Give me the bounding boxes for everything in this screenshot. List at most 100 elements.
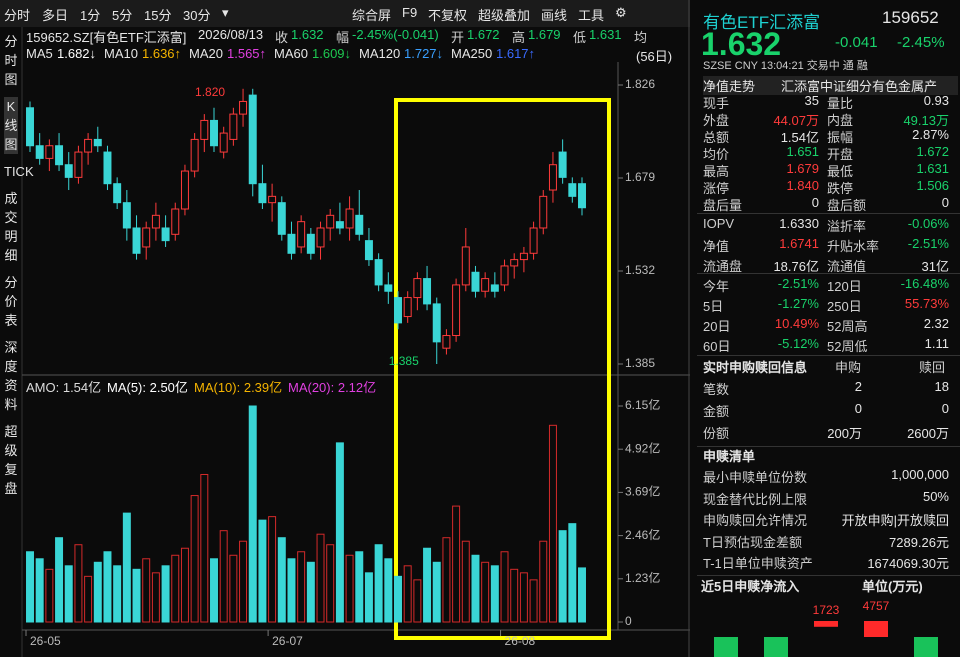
candle-body bbox=[151, 214, 160, 229]
field-label: 今年 bbox=[703, 279, 730, 294]
candle-body bbox=[93, 138, 102, 147]
volume-bar bbox=[578, 567, 586, 623]
candle-body bbox=[510, 259, 519, 267]
candle-body bbox=[268, 195, 277, 204]
candle-body bbox=[210, 119, 218, 147]
candle-body bbox=[355, 214, 364, 235]
field-value: 1674069.30元 bbox=[867, 556, 949, 571]
field-label: 跌停 bbox=[827, 181, 854, 196]
volume-bar bbox=[345, 554, 354, 623]
field-label: 最高 bbox=[703, 164, 730, 179]
toolbar-button[interactable]: ▾ bbox=[222, 5, 229, 20]
toolbar-button[interactable]: F9 bbox=[402, 5, 418, 20]
side-tab[interactable]: K线图 bbox=[4, 97, 18, 154]
x-tick-label: 26-07 bbox=[272, 634, 303, 648]
side-tab[interactable]: 分时图 bbox=[4, 34, 18, 87]
section-title: 申赎清单 bbox=[703, 449, 756, 464]
y-tick-label: 2.46亿 bbox=[625, 527, 660, 542]
toolbar-button[interactable]: 综合屏 bbox=[352, 8, 392, 23]
side-tab[interactable]: 超级复盘 bbox=[4, 424, 18, 496]
field-value: 44.07万 bbox=[773, 113, 819, 128]
field-label: 涨停 bbox=[703, 181, 730, 196]
volume-bar bbox=[413, 579, 422, 623]
volume-bar bbox=[423, 547, 432, 623]
volume-bar bbox=[539, 540, 548, 623]
field-value: 1.840 bbox=[786, 178, 819, 193]
field-label: 净值 bbox=[703, 239, 730, 254]
field-label: 60日 bbox=[703, 339, 731, 354]
info-low: 1.631 bbox=[589, 27, 622, 42]
side-tab[interactable]: 成交明细 bbox=[4, 191, 18, 263]
toolbar-button[interactable]: 15分 bbox=[144, 8, 172, 23]
field-value: 2 bbox=[854, 379, 862, 394]
volume-bar bbox=[471, 554, 480, 623]
toolbar-button[interactable]: 多日 bbox=[42, 8, 69, 23]
field-label: 现手 bbox=[703, 96, 730, 111]
volume-bar bbox=[558, 530, 567, 623]
volume-bar bbox=[239, 540, 248, 623]
field-label: IOPV bbox=[703, 216, 735, 231]
toolbar-button[interactable]: 分时 bbox=[4, 8, 31, 23]
candle-body bbox=[548, 164, 557, 191]
ma-value: 1.727↓ bbox=[404, 46, 444, 61]
toolbar-button[interactable]: 5分 bbox=[112, 8, 133, 23]
change-pct: -2.45% bbox=[897, 34, 945, 51]
nav-label: 净值走势 bbox=[703, 76, 958, 95]
field-value: 35 bbox=[804, 93, 819, 108]
info-range-label: 幅 bbox=[336, 30, 350, 45]
info-range: -2.45%(-0.041) bbox=[352, 27, 439, 42]
candle-body bbox=[500, 265, 509, 286]
toolbar-button[interactable]: 30分 bbox=[183, 8, 211, 23]
candle-body bbox=[248, 94, 257, 185]
toolbar-button[interactable]: 1分 bbox=[80, 8, 101, 23]
field-label: 流通盘 bbox=[703, 259, 743, 274]
field-value: 18 bbox=[934, 379, 949, 394]
volume-bar bbox=[548, 424, 557, 623]
candle-body bbox=[132, 227, 141, 254]
field-label: 流通值 bbox=[827, 259, 867, 274]
field-value: 0.93 bbox=[923, 93, 949, 108]
price: 1.632 bbox=[701, 26, 782, 62]
ma-name: MA10 bbox=[104, 46, 138, 61]
flow-bar-icon bbox=[714, 637, 738, 657]
volume-bar bbox=[316, 533, 325, 623]
volume-bar bbox=[122, 512, 131, 623]
candle-body bbox=[345, 208, 354, 229]
ma-value: 1.682↓ bbox=[57, 46, 97, 61]
toolbar-button[interactable]: 画线 bbox=[541, 8, 568, 23]
y-tick-label: 1.385 bbox=[625, 356, 655, 370]
toolbar-button[interactable]: ⚙ bbox=[615, 5, 627, 20]
volume-bar bbox=[297, 551, 306, 623]
amo-label: AMO: 1.54亿 bbox=[26, 380, 102, 395]
toolbar-button[interactable]: 超级叠加 bbox=[478, 8, 531, 23]
info-date: 2026/08/13 bbox=[198, 27, 264, 42]
y-tick-label: 1.679 bbox=[625, 170, 655, 184]
ma-name: MA20 bbox=[189, 46, 223, 61]
side-tab[interactable]: 分价表 bbox=[4, 275, 18, 328]
field-value: 1.651 bbox=[786, 144, 819, 159]
side-tab[interactable]: 深度资料 bbox=[4, 340, 18, 412]
field-value: 0 bbox=[854, 401, 862, 416]
candle-body bbox=[539, 195, 548, 229]
separator bbox=[697, 273, 960, 274]
side-tab[interactable]: TICK bbox=[4, 164, 34, 179]
volume-bar bbox=[35, 558, 44, 623]
field-value: 2.87% bbox=[912, 127, 949, 142]
candle-body bbox=[161, 227, 170, 242]
volume-bar bbox=[268, 516, 277, 623]
volume-bar bbox=[287, 558, 296, 623]
field-value: 1.6330 bbox=[779, 216, 819, 231]
toolbar-button[interactable]: 不复权 bbox=[428, 8, 468, 23]
section-title: 近5日申赎净流入 bbox=[701, 579, 800, 594]
candle-body bbox=[558, 151, 567, 178]
field-label: 20日 bbox=[703, 319, 731, 334]
toolbar-button[interactable]: 工具 bbox=[578, 8, 605, 23]
flow-bar bbox=[814, 621, 838, 627]
candle-body bbox=[55, 145, 64, 166]
x-tick-label: 26-05 bbox=[30, 634, 61, 648]
volume-bar bbox=[248, 405, 257, 623]
candle-body bbox=[84, 138, 93, 153]
candle-body bbox=[258, 183, 267, 204]
volume-bar bbox=[364, 572, 373, 623]
candle-body bbox=[277, 202, 286, 235]
